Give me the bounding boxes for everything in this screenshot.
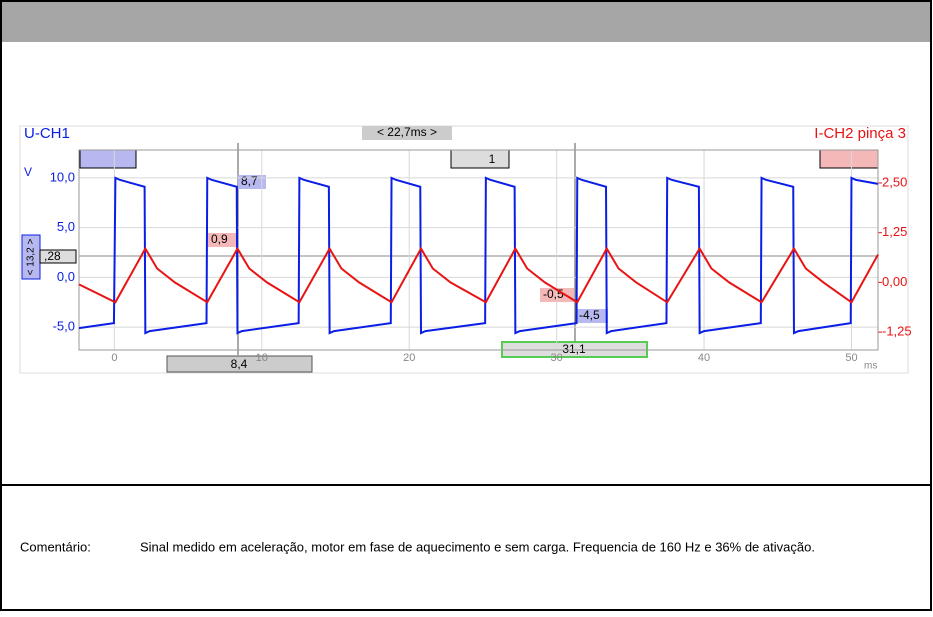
left-channel: U-CH1 (24, 125, 70, 142)
comment: Sinal medido em aceleração, motor em fas… (140, 539, 815, 554)
plot-border (78, 149, 879, 351)
side-value-box (39, 249, 77, 264)
right-tool[interactable] (819, 149, 879, 169)
readout: 8,7 (241, 174, 258, 188)
y2-tick-label: -1,25 (882, 324, 912, 339)
x-unit: ms (864, 361, 877, 372)
readout: -0,5 (543, 287, 564, 301)
time-span: < 22,7ms > (377, 125, 437, 139)
y-unit: V (24, 165, 32, 179)
time-span-box (362, 126, 452, 140)
left-tool[interactable] (79, 149, 137, 169)
trigger: 1 (489, 152, 496, 166)
y-tick-label: 10,0 (50, 169, 75, 184)
y-tick-label: 5,0 (57, 219, 75, 234)
header-bar (2, 2, 930, 42)
trigger-box[interactable] (450, 149, 510, 169)
y2-tick-label: 2,50 (882, 174, 907, 189)
readout-box (576, 309, 608, 323)
y2-tick-label: 1,25 (882, 224, 907, 239)
x-tick-label: 30 (551, 352, 563, 364)
y-tick-label: -5,0 (53, 319, 75, 334)
right-channel: I-CH2 pinça 3 (814, 125, 906, 142)
x-tick-label: 20 (403, 352, 415, 364)
cursor-time-b: 31,1 (562, 342, 586, 356)
readout: 0,9 (211, 232, 228, 246)
readout-box (238, 175, 266, 189)
x-tick-label: 50 (845, 352, 857, 364)
series-line (78, 176, 879, 335)
side-value: ,28 (44, 249, 61, 263)
x-tick-label: 0 (111, 352, 117, 364)
readout-box (208, 233, 236, 247)
x-tick-label: 10 (256, 352, 268, 364)
readout: -4,5 (579, 308, 600, 322)
cursor-a-box (166, 355, 313, 373)
y-tick-label: 0,0 (57, 269, 75, 284)
comment-label: Comentário: (20, 539, 91, 554)
x-tick-label: 40 (698, 352, 710, 364)
side-readout: < 13,2 > (26, 238, 37, 275)
cursor-time-a: 8,4 (231, 357, 248, 371)
series-line (78, 246, 879, 304)
y2-tick-label: 0,00 (882, 274, 907, 289)
